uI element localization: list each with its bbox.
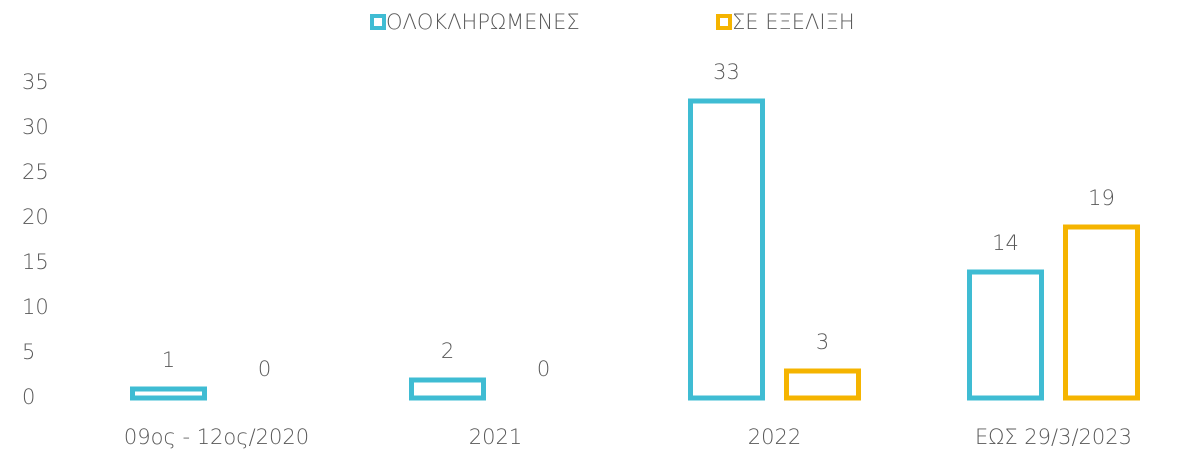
y-tick-label: 0 [22, 385, 35, 409]
bar [688, 98, 765, 401]
data-label: 3 [816, 330, 829, 354]
bar [409, 377, 486, 401]
legend-swatch [716, 14, 732, 30]
bar [967, 269, 1044, 401]
data-label: 1 [162, 348, 175, 372]
x-tick-label: ΕΩΣ 29/3/2023 [975, 425, 1132, 449]
data-label: 19 [1088, 186, 1115, 210]
y-tick-label: 20 [22, 205, 49, 229]
y-tick-label: 5 [22, 340, 35, 364]
legend-swatch [370, 14, 386, 30]
x-tick-label: 09ος - 12ος/2020 [124, 425, 309, 449]
y-tick-label: 30 [22, 115, 49, 139]
y-tick-label: 25 [22, 160, 49, 184]
bar [1063, 224, 1140, 401]
bar [130, 386, 207, 401]
legend-label: ΟΛΟΚΛΗΡΩΜΕΝΕΣ [386, 10, 580, 34]
x-tick-label: 2021 [469, 425, 522, 449]
y-tick-label: 15 [22, 250, 49, 274]
bar [784, 368, 861, 401]
data-label: 0 [537, 357, 550, 381]
y-tick-label: 10 [22, 295, 49, 319]
data-label: 14 [992, 231, 1019, 255]
data-label: 2 [441, 339, 454, 363]
y-tick-label: 35 [22, 70, 49, 94]
legend-label: ΣΕ ΕΞΕΛΙΞΗ [732, 10, 855, 34]
data-label: 0 [258, 357, 271, 381]
x-tick-label: 2022 [748, 425, 801, 449]
data-label: 33 [713, 60, 740, 84]
